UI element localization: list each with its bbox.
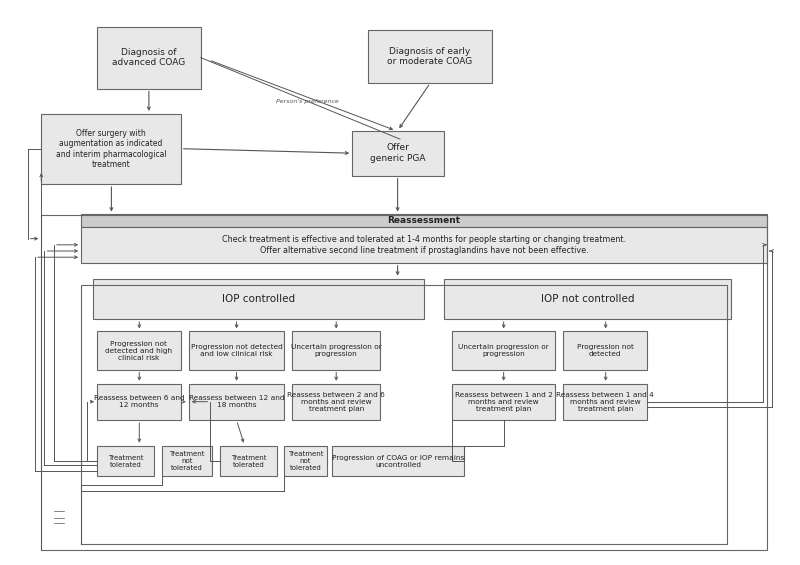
Text: IOP not controlled: IOP not controlled [541,294,634,304]
Text: Reassess between 12 and
18 months: Reassess between 12 and 18 months [189,396,284,408]
FancyBboxPatch shape [162,446,212,476]
Text: Offer surgery with
augmentation as indicated
and interim pharmacological
treatme: Offer surgery with augmentation as indic… [56,129,166,169]
FancyBboxPatch shape [97,384,181,420]
Text: Diagnosis of
advanced COAG: Diagnosis of advanced COAG [112,48,186,67]
FancyBboxPatch shape [189,332,285,370]
FancyBboxPatch shape [42,114,181,184]
FancyBboxPatch shape [284,446,327,476]
FancyBboxPatch shape [189,384,285,420]
Text: Treatment
tolerated: Treatment tolerated [108,454,143,467]
FancyBboxPatch shape [97,446,154,476]
Text: Treatment
not
tolerated: Treatment not tolerated [288,451,323,471]
FancyBboxPatch shape [292,332,380,370]
Text: Reassess between 1 and 2
months and review
treatment plan: Reassess between 1 and 2 months and revi… [454,392,553,412]
Text: Uncertain progression or
progression: Uncertain progression or progression [291,344,382,357]
FancyBboxPatch shape [81,215,766,227]
Text: Person's preference: Person's preference [277,99,339,104]
FancyBboxPatch shape [563,332,647,370]
Text: Progression not detected
and low clinical risk: Progression not detected and low clinica… [190,344,282,357]
Text: Reassess between 2 and 6
months and review
treatment plan: Reassess between 2 and 6 months and revi… [287,392,385,412]
FancyBboxPatch shape [220,446,278,476]
Text: Reassess between 1 and 4
months and review
treatment plan: Reassess between 1 and 4 months and revi… [557,392,654,412]
FancyBboxPatch shape [81,227,766,263]
Text: Progression not
detected and high
clinical risk: Progression not detected and high clinic… [106,341,173,360]
Text: Treatment
not
tolerated: Treatment not tolerated [170,451,205,471]
FancyBboxPatch shape [93,279,424,319]
Text: Uncertain progression or
progression: Uncertain progression or progression [458,344,549,357]
Text: Progression of COAG or IOP remains
uncontrolled: Progression of COAG or IOP remains uncon… [332,454,464,467]
FancyBboxPatch shape [563,384,647,420]
Text: Diagnosis of early
or moderate COAG: Diagnosis of early or moderate COAG [387,46,473,66]
FancyBboxPatch shape [292,384,380,420]
FancyBboxPatch shape [444,279,731,319]
FancyBboxPatch shape [368,29,492,83]
FancyBboxPatch shape [332,446,464,476]
Text: Treatment
tolerated: Treatment tolerated [230,454,266,467]
Text: Reassess between 6 and
12 months: Reassess between 6 and 12 months [94,396,184,408]
FancyBboxPatch shape [97,27,201,89]
Text: Reassessment: Reassessment [387,216,461,225]
FancyBboxPatch shape [452,332,555,370]
Text: IOP controlled: IOP controlled [222,294,295,304]
Text: Check treatment is effective and tolerated at 1-4 months for people starting or : Check treatment is effective and tolerat… [222,236,626,255]
Text: Offer
generic PGA: Offer generic PGA [370,144,426,163]
FancyBboxPatch shape [97,332,181,370]
FancyBboxPatch shape [352,131,444,176]
Text: Progression not
detected: Progression not detected [577,344,634,357]
FancyBboxPatch shape [452,384,555,420]
